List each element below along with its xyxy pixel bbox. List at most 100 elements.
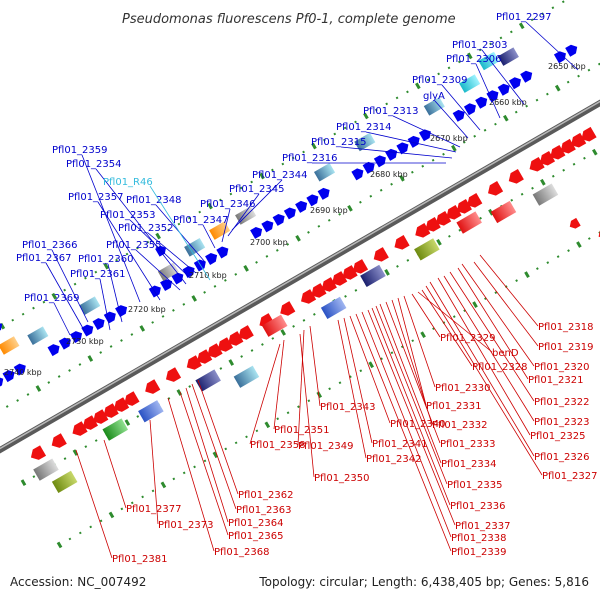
scale-tick: [395, 96, 399, 100]
forward-gene-arrow: [283, 207, 296, 220]
forward-gene-arrow: [385, 148, 398, 161]
forward-gene-arrow: [508, 77, 521, 90]
reverse-gene-label: Pfl01_2339: [451, 547, 507, 558]
forward-gene-label: Pfl01_2360: [78, 254, 134, 265]
scale-tick: [406, 90, 409, 94]
scale-tick: [499, 36, 503, 40]
scale-tick: [295, 234, 301, 242]
scale-tick: [426, 78, 430, 82]
reverse-gene-label: Pfl01_2332: [432, 420, 488, 431]
forward-gene-label: Pfl01_2359: [52, 145, 108, 156]
forward-label-leader: [107, 263, 123, 323]
genome-track: [0, 0, 600, 549]
scale-tick: [125, 252, 129, 256]
reverse-gene-label: Pfl01_2342: [366, 454, 422, 465]
reverse-gene-arrow: [51, 433, 67, 448]
reverse-gene-label: Pfl01_2373: [158, 520, 214, 531]
forward-gene-arrow: [362, 161, 375, 174]
scale-tick: [115, 258, 118, 262]
reverse-gene-label: Pfl01_2321: [528, 375, 584, 386]
scale-tick: [280, 329, 286, 336]
reverse-gene-label: Pfl01_2327: [542, 471, 598, 482]
reverse-label-leader: [411, 293, 441, 338]
scale-tick: [291, 156, 295, 160]
forward-label-leader: [365, 131, 457, 153]
reverse-gene-box: [233, 365, 260, 388]
reverse-label-leader: [379, 303, 442, 464]
scale-tick: [281, 162, 285, 166]
reverse-gene-arrow: [207, 343, 223, 358]
scale-tick: [72, 449, 79, 456]
scale-tick: [213, 285, 217, 288]
forward-gene-arrow: [92, 318, 105, 331]
scale-tick: [577, 74, 580, 78]
forward-gene-box: [79, 296, 101, 315]
reverse-gene-arrow: [487, 180, 504, 196]
kbp-scale: 2650 kbp 2660 kbp 2670 kbp 2680 kbp 2690 kbp…: [4, 62, 586, 377]
reverse-gene-arrow: [467, 193, 483, 208]
forward-gene-box: [157, 262, 179, 282]
scale-tick: [286, 411, 290, 415]
reverse-gene-label: Pfl01_2358: [250, 440, 306, 451]
reverse-gene-label: Pfl01_2325: [530, 431, 586, 442]
forward-gene-label: Pfl01_2316: [282, 153, 338, 164]
reverse-label-leader: [473, 261, 539, 347]
scale-tick: [410, 170, 414, 174]
scale-tick: [250, 180, 254, 184]
scale-tick: [63, 288, 67, 292]
scale-tick: [94, 439, 98, 442]
reverse-gene-arrow: [529, 156, 545, 172]
scale-tick: [259, 172, 265, 180]
forward-gene-box: [313, 162, 336, 182]
scale-tick: [531, 186, 534, 190]
scale-tick: [21, 312, 25, 316]
forward-gene-arrow: [452, 109, 465, 122]
reverse-gene-arrow: [228, 331, 244, 346]
reverse-gene-box: [138, 400, 164, 423]
scale-tick: [509, 30, 513, 34]
reverse-gene-label: Pfl01_2364: [228, 518, 284, 529]
scale-tick: [20, 479, 27, 486]
scale-tick: [84, 445, 88, 448]
reverse-gene-label: Pfl01_2329: [440, 333, 496, 344]
scale-tick: [551, 6, 555, 10]
scale-tick: [130, 333, 134, 336]
forward-gene-arrow: [81, 324, 94, 337]
scale-tick: [191, 295, 197, 302]
scale-tick: [109, 345, 113, 348]
forward-gene-arrow: [306, 194, 319, 207]
scale-tick: [234, 441, 238, 445]
scale-tick: [540, 178, 546, 186]
scale-tick: [240, 355, 243, 358]
scale-tick: [520, 192, 524, 196]
forward-gene-label: Pfl01_2366: [22, 240, 78, 251]
scale-tick: [73, 282, 77, 286]
scale-tick: [141, 495, 145, 499]
scale-tick: [572, 162, 576, 166]
forward-gene-label: Pfl01_2347: [173, 215, 229, 226]
scale-tick: [228, 359, 235, 366]
forward-gene-box: [184, 238, 206, 257]
reverse-label-leader: [385, 301, 441, 444]
forward-gene-arrow: [261, 220, 274, 233]
reverse-gene-arrow: [186, 355, 202, 370]
reverse-gene-arrow: [550, 144, 566, 160]
forward-gene-box: [497, 47, 519, 66]
forward-gene-arrow: [171, 272, 184, 285]
forward-label-leader: [434, 100, 469, 139]
scale-tick: [146, 240, 150, 244]
forward-label-leader: [95, 168, 187, 285]
scale-tick: [514, 110, 518, 114]
scale-tick: [139, 325, 146, 332]
scale-tick: [478, 48, 482, 52]
scale-tick: [87, 355, 94, 362]
scale-tick: [203, 459, 207, 463]
scale-tick: [431, 158, 435, 162]
reverse-label-leader: [355, 313, 452, 552]
forward-gene-arrow: [351, 168, 364, 181]
reverse-gene-label: Pfl01_2381: [112, 554, 168, 565]
scale-tick: [307, 399, 311, 403]
kbp-label: 2740 kbp: [4, 368, 42, 377]
forward-gene-arrow: [250, 226, 263, 239]
scale-tick: [5, 405, 9, 408]
